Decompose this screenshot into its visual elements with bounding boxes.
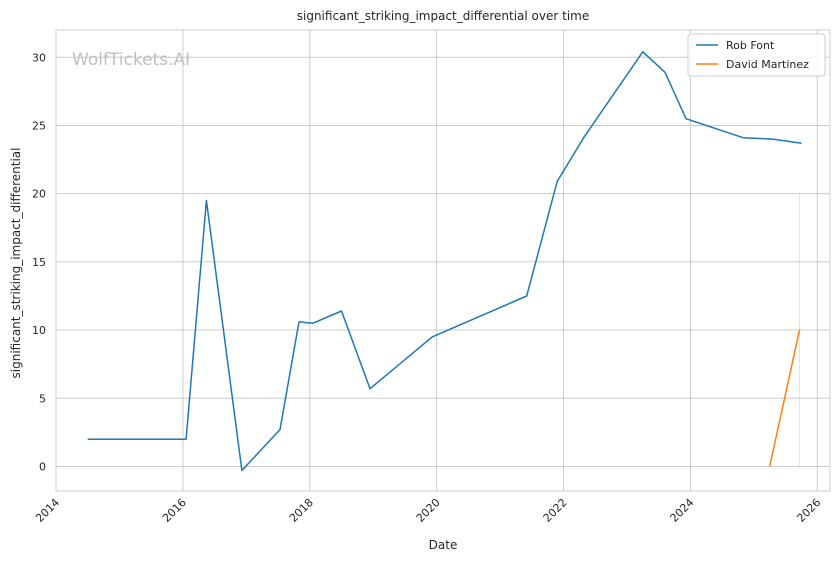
y-axis-label: significant_striking_impact_differential xyxy=(9,148,23,379)
x-tick-label: 2024 xyxy=(668,496,697,525)
x-tick-label: 2014 xyxy=(33,496,62,525)
legend-entry: Rob Font xyxy=(726,39,775,52)
y-tick-label: 10 xyxy=(32,324,46,337)
x-tick-label: 2016 xyxy=(160,496,189,525)
x-tick-label: 2022 xyxy=(541,496,570,525)
x-axis: 2014 2016 2018 2020 2022 2024 2026 xyxy=(33,496,823,525)
x-axis-label: Date xyxy=(429,538,458,552)
x-tick-label: 2026 xyxy=(794,496,823,525)
legend: Rob Font David Martinez xyxy=(687,33,826,77)
watermark: WolfTickets.AI xyxy=(72,50,190,70)
y-tick-label: 0 xyxy=(39,460,46,473)
chart-title: significant_striking_impact_differential… xyxy=(297,9,589,23)
y-tick-label: 25 xyxy=(32,119,46,132)
grid xyxy=(55,30,830,491)
series-lines xyxy=(87,51,802,472)
y-tick-label: 5 xyxy=(39,392,46,405)
legend-entry: David Martinez xyxy=(726,58,809,71)
y-axis: 0 5 10 15 20 25 30 xyxy=(32,51,46,473)
y-tick-label: 20 xyxy=(32,188,46,201)
y-tick-label: 15 xyxy=(32,256,46,269)
x-tick-label: 2020 xyxy=(414,496,443,525)
y-tick-label: 30 xyxy=(32,51,46,64)
plot-frame xyxy=(55,29,831,492)
legend-box xyxy=(687,33,826,77)
x-tick-label: 2018 xyxy=(287,496,316,525)
series-line-1 xyxy=(768,329,801,467)
series-line-0 xyxy=(87,51,802,472)
